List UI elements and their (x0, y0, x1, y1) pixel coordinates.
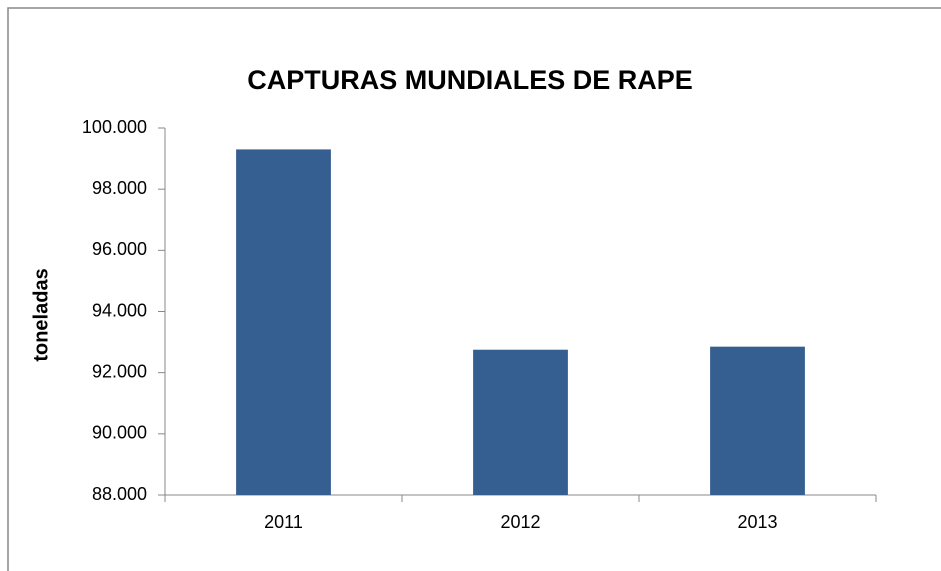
x-tick-label: 2012 (500, 512, 540, 532)
x-tick-label: 2013 (737, 512, 777, 532)
y-tick-label: 98.000 (92, 178, 147, 198)
bar (710, 346, 805, 495)
x-tick-label: 2011 (264, 512, 303, 532)
y-axis-label: toneladas (30, 268, 52, 361)
y-tick-label: 96.000 (92, 239, 147, 259)
bar (236, 149, 331, 496)
y-tick-label: 92.000 (92, 361, 147, 381)
y-tick-label: 100.000 (82, 117, 147, 137)
y-tick-label: 90.000 (92, 423, 147, 443)
bar (473, 349, 568, 495)
y-tick-label: 88.000 (92, 484, 147, 504)
y-tick-label: 94.000 (92, 300, 147, 320)
chart-title: CAPTURAS MUNDIALES DE RAPE (247, 65, 693, 95)
